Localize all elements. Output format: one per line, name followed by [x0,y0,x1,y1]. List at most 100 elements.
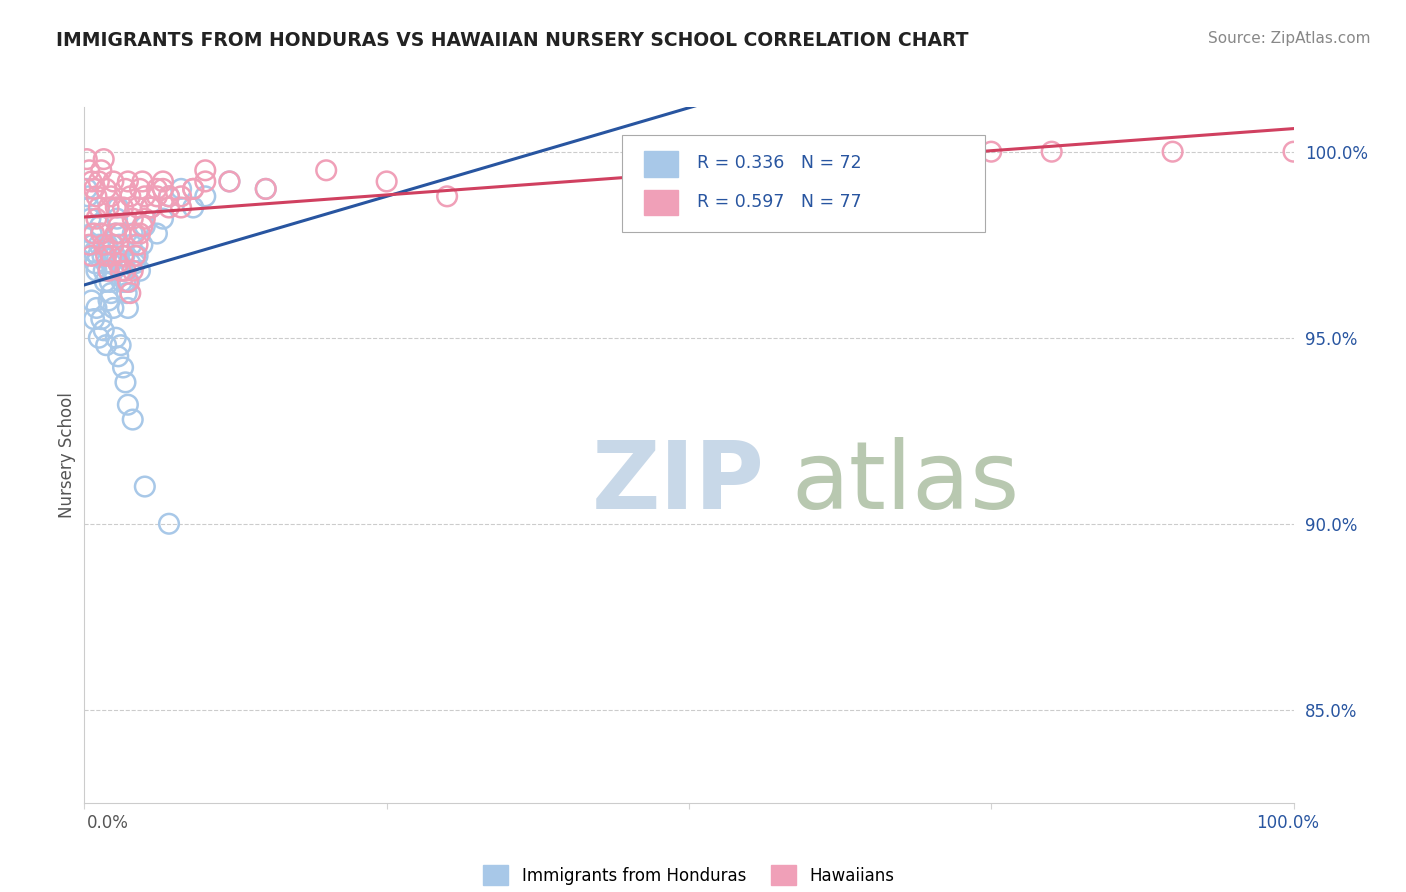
Point [218,174,240,188]
Text: IMMIGRANTS FROM HONDURAS VS HAWAIIAN NURSERY SCHOOL CORRELATION CHART: IMMIGRANTS FROM HONDURAS VS HAWAIIAN NUR… [56,31,969,50]
Point [110,256,132,270]
Point [1282,145,1305,159]
Point [118,275,141,289]
Point [107,256,129,270]
Point [87,174,110,188]
Point [194,174,217,188]
Point [194,189,217,203]
Text: R = 0.597   N = 77: R = 0.597 N = 77 [697,193,862,211]
Point [120,286,142,301]
Point [859,148,882,162]
Point [93,152,115,166]
Y-axis label: Nursery School: Nursery School [58,392,76,518]
Legend: Immigrants from Honduras, Hawaiians: Immigrants from Honduras, Hawaiians [477,858,901,892]
Point [86,189,108,203]
Point [93,323,115,337]
Point [87,331,110,345]
Point [170,201,193,215]
Point [94,249,117,263]
Point [152,182,174,196]
Point [100,286,122,301]
Point [131,237,153,252]
Point [91,249,114,263]
Point [1040,145,1063,159]
Point [157,189,180,203]
Point [93,264,115,278]
Point [77,163,100,178]
Point [111,275,134,289]
Point [103,301,125,315]
Point [117,275,139,289]
Point [110,227,132,241]
Point [139,201,162,215]
Point [107,219,129,233]
Point [83,182,105,196]
Point [134,479,156,493]
Point [738,148,761,162]
Point [84,256,107,270]
Point [97,264,120,278]
Point [1161,145,1184,159]
Point [254,182,277,196]
Point [77,237,100,252]
Point [82,237,104,252]
Point [375,174,398,188]
Point [107,201,129,215]
Point [100,256,122,270]
FancyBboxPatch shape [644,190,678,215]
Point [114,275,136,289]
Text: 100.0%: 100.0% [1256,814,1319,831]
Point [89,219,111,233]
Point [103,174,125,188]
Point [112,249,135,263]
Point [80,249,103,263]
Point [146,189,169,203]
Point [120,189,142,203]
Point [112,201,135,215]
Point [194,163,217,178]
Point [127,201,149,215]
Point [799,148,821,162]
Point [129,264,152,278]
Point [131,174,153,188]
Point [110,264,132,278]
Point [146,182,169,196]
Point [218,174,240,188]
Point [94,275,117,289]
Point [104,249,127,263]
Point [93,237,115,252]
Point [98,275,121,289]
Point [124,227,146,241]
Point [124,256,146,270]
Text: Source: ZipAtlas.com: Source: ZipAtlas.com [1208,31,1371,46]
Point [134,211,156,226]
Point [100,249,122,263]
Point [170,189,193,203]
Point [105,211,128,226]
Point [112,360,135,375]
Point [112,264,135,278]
Point [124,249,146,263]
Point [79,211,101,226]
Point [157,516,180,531]
Point [254,182,277,196]
Point [127,237,149,252]
Point [170,182,193,196]
Point [86,211,108,226]
Point [129,182,152,196]
Point [96,237,118,252]
Point [181,201,204,215]
Point [115,286,138,301]
Point [80,227,103,241]
Point [139,201,162,215]
Point [76,182,98,196]
Point [110,338,132,352]
Point [436,189,458,203]
Point [134,189,156,203]
Point [121,412,143,426]
Point [86,301,108,315]
Point [181,182,204,196]
Point [134,219,156,233]
Point [127,249,149,263]
Point [146,227,169,241]
